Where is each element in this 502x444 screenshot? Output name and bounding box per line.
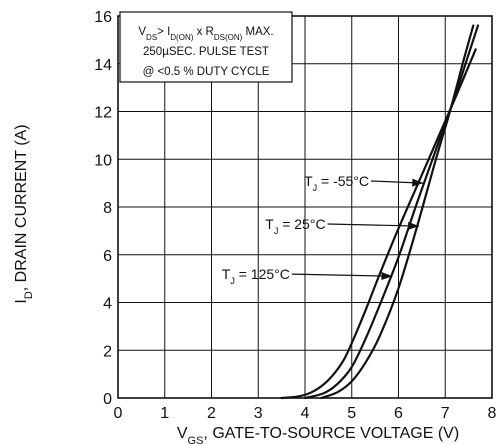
curve-series-1 (303, 24, 480, 400)
curve-label-leader-1 (327, 223, 420, 227)
curve-label-2: TJ = 125°C (222, 266, 290, 286)
y-tick-label: 4 (103, 296, 112, 313)
test-condition-line-1: VDS> ID(ON) x RDS(ON) MAX. (138, 26, 273, 42)
test-conditions-border (119, 11, 293, 83)
x-tick-label: 6 (394, 405, 403, 422)
curve-label-leader-2 (291, 273, 393, 277)
x-axis-title: VGS, GATE-TO-SOURCE VOLTAGE (V) (177, 425, 459, 444)
curve-annotations: TJ = -55°C TJ = 25°C TJ = 125°C (222, 173, 424, 286)
x-tick-label: 0 (114, 405, 123, 422)
y-tick-labels: 0 2 4 6 8 10 12 14 16 (94, 9, 112, 408)
curve-label-0: TJ = -55°C (304, 173, 369, 193)
x-tick-labels: 0 1 2 3 4 5 6 7 8 (114, 405, 497, 422)
y-tick-label: 12 (94, 105, 112, 122)
y-tick-label: 10 (94, 152, 112, 169)
curve-label-arrowhead-0 (412, 178, 424, 187)
test-condition-line-2: 250µSEC. PULSE TEST (143, 46, 269, 58)
y-tick-label: 8 (103, 200, 112, 217)
y-tick-label: 6 (103, 248, 112, 265)
y-tick-label: 2 (103, 343, 112, 360)
test-condition-line-3: @ <0.5 % DUTY CYCLE (143, 66, 270, 78)
curve-label-arrowhead-2 (381, 272, 393, 281)
curve-series-2 (320, 24, 475, 400)
plot-frame (117, 15, 493, 399)
x-tick-label: 5 (347, 405, 356, 422)
x-tick-label: 4 (301, 405, 310, 422)
y-tick-label: 0 (103, 391, 112, 408)
curves (280, 24, 480, 400)
y-axis-title: ID, DRAIN CURRENT (A) (13, 124, 35, 303)
x-tick-label: 3 (254, 405, 263, 422)
curve-label-1: TJ = 25°C (265, 216, 325, 236)
x-tick-label: 8 (488, 405, 497, 422)
curve-label-arrowhead-1 (407, 221, 420, 230)
x-tick-label: 2 (207, 405, 216, 422)
y-tick-label: 16 (94, 9, 112, 26)
test-conditions-box: VDS> ID(ON) x RDS(ON) MAX. 250µSEC. PULS… (119, 11, 293, 83)
x-tick-label: 1 (160, 405, 169, 422)
x-tick-label: 7 (441, 405, 450, 422)
y-tick-label: 14 (94, 57, 112, 74)
